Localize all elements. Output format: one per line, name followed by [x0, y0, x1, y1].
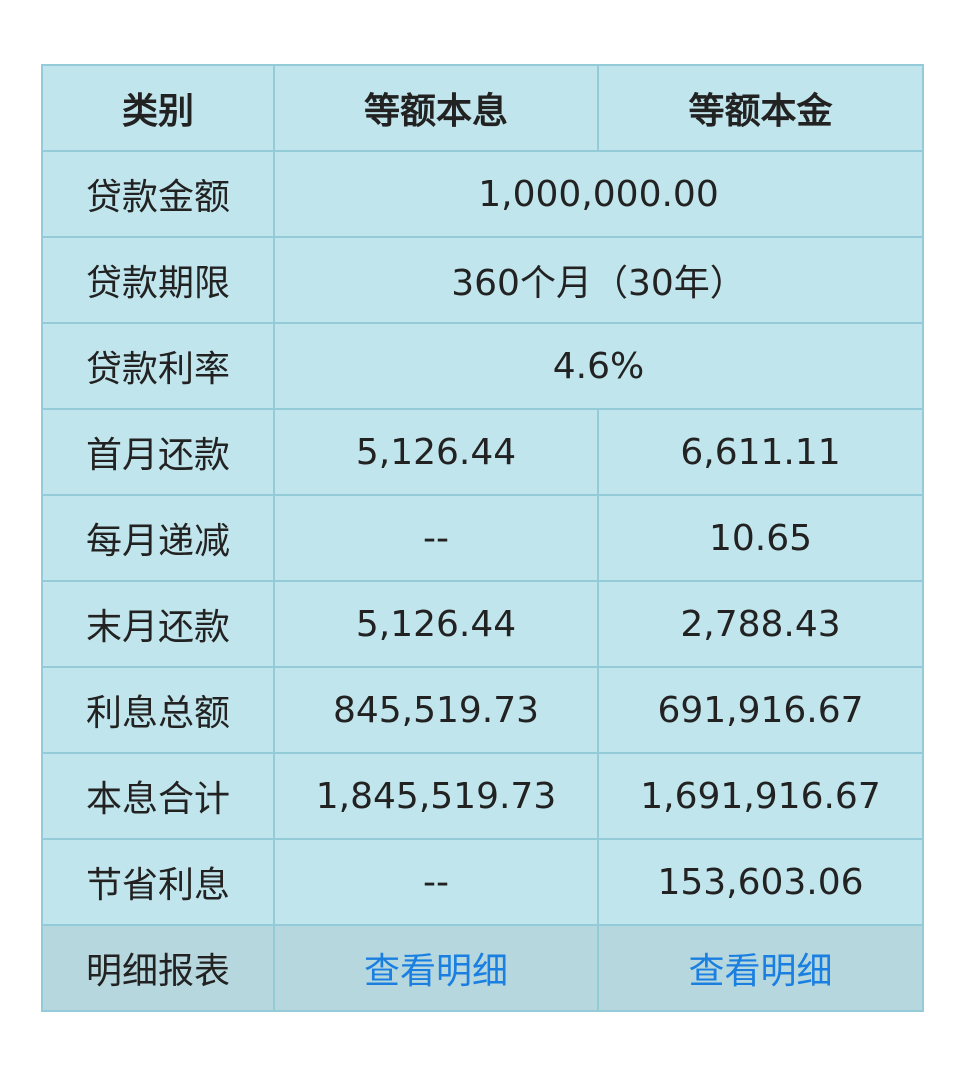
cell-value: 2,788.43: [597, 580, 924, 668]
cell-value: 6,611.11: [597, 408, 924, 496]
cell-value: 5,126.44: [273, 580, 599, 668]
table-row: 节省利息 -- 153,603.06: [41, 838, 924, 926]
table-row: 贷款金额 1,000,000.00: [41, 150, 924, 238]
header-row: 类别 等额本息 等额本金: [41, 64, 924, 152]
row-label: 利息总额: [41, 666, 275, 754]
view-details-equal-installment-link[interactable]: 查看明细: [363, 951, 508, 992]
cell-value: --: [273, 838, 599, 926]
table-row: 贷款期限 360个月（30年）: [41, 236, 924, 324]
cell-value: 691,916.67: [597, 666, 924, 754]
cell-value: 845,519.73: [273, 666, 599, 754]
detail-row: 明细报表 查看明细 查看明细: [41, 924, 924, 1012]
loan-comparison-table: 类别 等额本息 等额本金 贷款金额 1,000,000.00 贷款期限 360个…: [41, 64, 924, 1012]
table-row: 首月还款 5,126.44 6,611.11: [41, 408, 924, 496]
cell-value: 153,603.06: [597, 838, 924, 926]
table-row: 末月还款 5,126.44 2,788.43: [41, 580, 924, 668]
row-label: 首月还款: [41, 408, 275, 496]
table-row: 贷款利率 4.6%: [41, 322, 924, 410]
row-label: 贷款利率: [41, 322, 275, 410]
cell-value: 1,691,916.67: [597, 752, 924, 840]
row-label: 节省利息: [41, 838, 275, 926]
cell-value: 10.65: [597, 494, 924, 582]
view-details-equal-principal-link[interactable]: 查看明细: [688, 951, 833, 992]
header-category: 类别: [41, 64, 275, 152]
row-label: 贷款期限: [41, 236, 275, 324]
table-row: 本息合计 1,845,519.73 1,691,916.67: [41, 752, 924, 840]
loan-rate-value: 4.6%: [273, 322, 924, 410]
table-row: 利息总额 845,519.73 691,916.67: [41, 666, 924, 754]
row-label: 贷款金额: [41, 150, 275, 238]
row-label: 每月递减: [41, 494, 275, 582]
row-label: 末月还款: [41, 580, 275, 668]
header-equal-principal: 等额本金: [597, 64, 924, 152]
row-label: 明细报表: [41, 924, 275, 1012]
cell-value: 1,845,519.73: [273, 752, 599, 840]
header-equal-installment: 等额本息: [273, 64, 599, 152]
loan-amount-value: 1,000,000.00: [273, 150, 924, 238]
loan-term-value: 360个月（30年）: [273, 236, 924, 324]
row-label: 本息合计: [41, 752, 275, 840]
cell-value: 5,126.44: [273, 408, 599, 496]
table-row: 每月递减 -- 10.65: [41, 494, 924, 582]
cell-value: --: [273, 494, 599, 582]
